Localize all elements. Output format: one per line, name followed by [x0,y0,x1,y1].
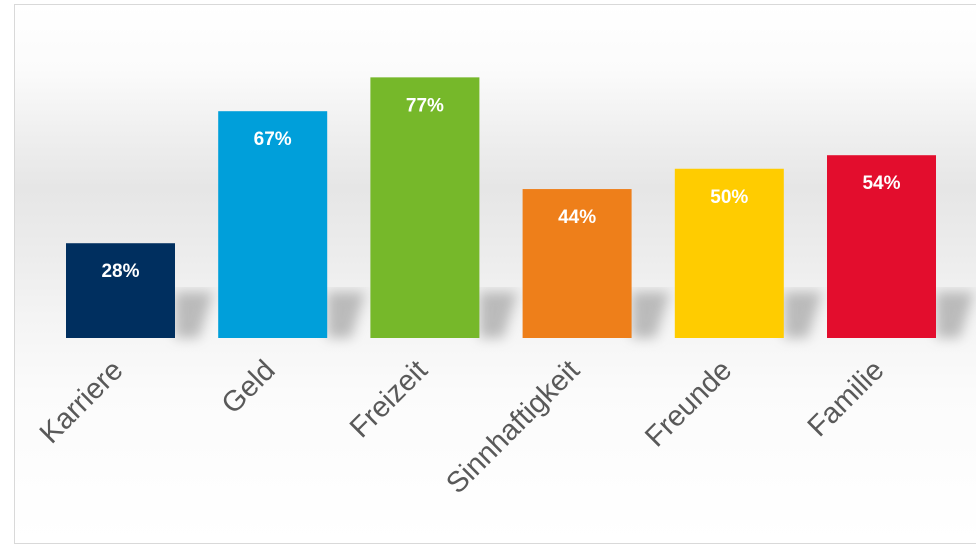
bars [66,77,936,338]
category-label-freizeit: Freizeit [344,354,434,444]
category-label-karriere: Karriere [34,354,130,450]
value-labels: 28% 67% 77% 44% 50% 54% [101,95,900,282]
value-label-freunde: 50% [710,187,748,208]
bar-familie [827,155,936,338]
category-label-geld: Geld [216,354,282,420]
bar-freizeit [370,77,480,338]
value-label-familie: 54% [862,173,900,194]
bar-chart: 28% 67% 77% 44% 50% 54% Karriere Geld Freizeit S… [34,77,974,500]
bar-shadow-geld [327,292,366,338]
bar-shadow-freizeit [479,292,518,338]
value-label-sinnhaftigkeit: 44% [558,207,596,228]
bar-freunde [674,168,784,338]
value-label-karriere: 28% [101,261,139,282]
bar-karriere [66,243,175,338]
bar-sinnhaftigkeit [522,189,632,338]
bar-shadows [175,292,974,338]
bar-shadow-freunde [783,292,822,338]
category-label-sinnhaftigkeit: Sinnhaftigkeit [440,354,586,500]
category-label-freunde: Freunde [639,354,738,453]
bar-shadow-sinnhaftigkeit [631,292,670,338]
bar-geld [218,111,328,338]
category-label-familie: Familie [802,354,891,443]
value-label-geld: 67% [254,129,292,150]
bar-shadow-karriere [175,292,213,338]
value-label-freizeit: 77% [406,95,444,116]
bar-shadow-familie [936,292,974,338]
category-labels: Karriere Geld Freizeit Sinnhaftigkeit Freund… [34,354,891,500]
